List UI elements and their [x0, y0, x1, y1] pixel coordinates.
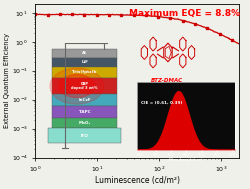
- X-axis label: Luminescence (cd/m²): Luminescence (cd/m²): [95, 176, 180, 185]
- Text: BTZ-DMAC: BTZ-DMAC: [151, 78, 183, 83]
- Text: Maximum EQE = 8.8%: Maximum EQE = 8.8%: [129, 9, 240, 18]
- Y-axis label: External Quantum Efficiency: External Quantum Efficiency: [4, 33, 10, 128]
